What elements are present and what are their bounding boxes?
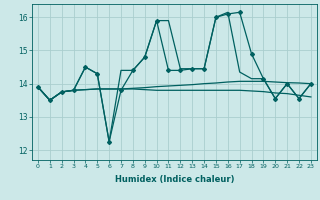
X-axis label: Humidex (Indice chaleur): Humidex (Indice chaleur) [115, 175, 234, 184]
